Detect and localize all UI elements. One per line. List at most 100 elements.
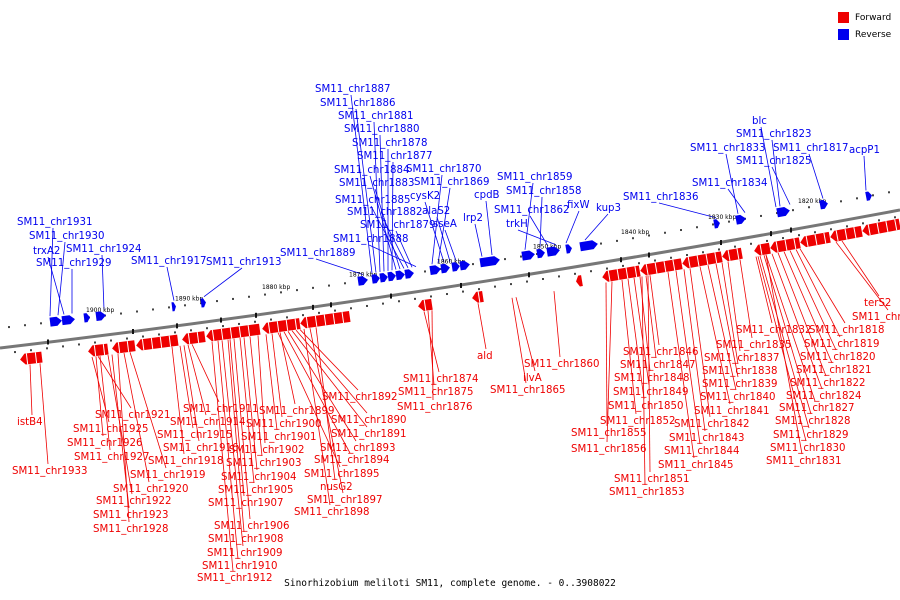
forward-gene-arrow: [472, 290, 484, 303]
leader-line: [639, 276, 651, 372]
forward-gene-label: SM11_chr1928: [93, 524, 169, 535]
kbp-tick-label: 1850 kbp: [533, 243, 561, 250]
leader-line: [707, 265, 737, 391]
leader-line: [424, 201, 445, 263]
leader-line: [515, 297, 536, 372]
reverse-gene-arrow: [83, 313, 90, 323]
leader-line: [179, 345, 194, 429]
leader-line: [249, 336, 263, 457]
track-dash: [206, 327, 208, 330]
forward-gene-label: SM11_chr1901: [241, 432, 317, 443]
leader-line: [227, 339, 245, 533]
leader-line: [759, 255, 810, 429]
forward-gene-label: SM11_chr1919: [130, 470, 206, 481]
forward-gene-arrow: [770, 237, 801, 253]
reverse-gene-label: SM11_chr1880: [344, 124, 420, 135]
tick-mark: [528, 272, 530, 278]
track-dash: [888, 191, 890, 194]
forward-gene-label: SM11_chr1902: [229, 445, 305, 456]
track-dash: [590, 270, 592, 273]
tick-mark: [460, 282, 462, 288]
leader-line: [605, 282, 608, 427]
forward-gene-label: SM11_chr1851: [614, 474, 690, 485]
reverse-gene-label: trkH: [506, 219, 528, 230]
reverse-gene-arrow: [735, 214, 746, 225]
leader-line: [645, 275, 657, 359]
reverse-gene-label: SM11_chr1877: [357, 151, 433, 162]
reverse-gene-label: trxA2: [33, 246, 60, 257]
track-dash: [734, 245, 736, 248]
reverse-gene-label: SM11_chr1870: [406, 164, 482, 175]
track-dash: [344, 282, 346, 285]
forward-gene-label: SM11_chr1922: [96, 496, 172, 507]
reverse-gene-shape: [565, 244, 572, 254]
track-dash: [792, 209, 794, 212]
leader-line: [129, 352, 167, 469]
reverse-gene-label: SM11_chr1888: [333, 234, 409, 245]
leader-line: [689, 268, 711, 418]
tick-mark: [648, 252, 650, 258]
reverse-gene-label: SM11_chr1823: [736, 129, 812, 140]
forward-gene-label: SM11_chr1839: [702, 379, 778, 390]
track-dash: [270, 318, 272, 321]
track-dash: [280, 291, 282, 294]
leader-line: [29, 364, 33, 416]
leader-line: [183, 345, 200, 442]
leader-line: [243, 337, 258, 471]
leader-line: [221, 340, 244, 547]
leader-line: [777, 252, 827, 377]
legend-reverse-label: Reverse: [855, 29, 892, 40]
reverse-gene-arrow: [371, 274, 380, 284]
legend: Forward Reverse: [838, 9, 891, 43]
leader-line: [683, 269, 706, 432]
reverse-gene-arrow: [565, 244, 572, 254]
track-dash: [622, 264, 624, 267]
leader-line: [257, 335, 266, 444]
reverse-gene-arrow: [171, 302, 176, 312]
reverse-gene-arrow: [451, 262, 460, 272]
kbp-tick-label: 1820 kbp: [798, 198, 826, 205]
track-dash: [760, 214, 762, 217]
reverse-gene-shape: [95, 311, 106, 321]
reverse-gene-label: SM11_chr1879: [360, 220, 436, 231]
track-dash: [446, 293, 448, 296]
gene-arrows: [20, 191, 900, 365]
track-dash: [718, 248, 720, 251]
reverse-gene-shape: [819, 199, 828, 210]
forward-gene-label: SM11_chr1910: [202, 561, 278, 572]
forward-gene-shape: [640, 258, 683, 276]
forward-gene-label: SM11_chr1897: [307, 495, 383, 506]
reverse-gene-label: SM11_chr1929: [36, 258, 112, 269]
track-dash: [664, 231, 666, 234]
reverse-gene-label: SM11_chr1878: [352, 138, 428, 149]
leader-line: [771, 253, 823, 390]
forward-gene-label: SM11_chr1914: [170, 417, 246, 428]
leader-line: [667, 272, 695, 459]
forward-gene-label: SM11_chr1876: [397, 402, 473, 413]
tick-mark: [790, 227, 792, 233]
reverse-gene-label: SM11_chr1825: [736, 156, 812, 167]
track-dash: [846, 225, 848, 228]
track-dash: [78, 343, 80, 346]
forward-gene-label: SM11_chr1849: [613, 387, 689, 398]
leader-line: [841, 240, 880, 297]
forward-gene-label: SM11_chr1837: [704, 353, 780, 364]
leader-line: [699, 266, 731, 405]
forward-gene-arrow: [300, 311, 351, 329]
leader-line: [239, 337, 255, 484]
reverse-gene-arrow: [440, 263, 450, 274]
forward-gene-shape: [576, 275, 583, 287]
track-dash: [878, 219, 880, 222]
reverse-gene-arrow: [95, 311, 106, 321]
leader-line: [57, 241, 66, 316]
forward-gene-label: SM11_chr1865: [490, 385, 566, 396]
forward-gene-label: SM11_chr1903: [226, 458, 302, 469]
track-dash: [190, 329, 192, 332]
tick-mark: [720, 240, 722, 246]
kbp-tick-label: 1890 kbp: [175, 295, 203, 302]
leader-line: [97, 356, 132, 409]
track-dash: [872, 194, 874, 197]
leader-line: [309, 328, 344, 494]
leader-line: [795, 249, 841, 338]
leader-line: [382, 217, 409, 269]
